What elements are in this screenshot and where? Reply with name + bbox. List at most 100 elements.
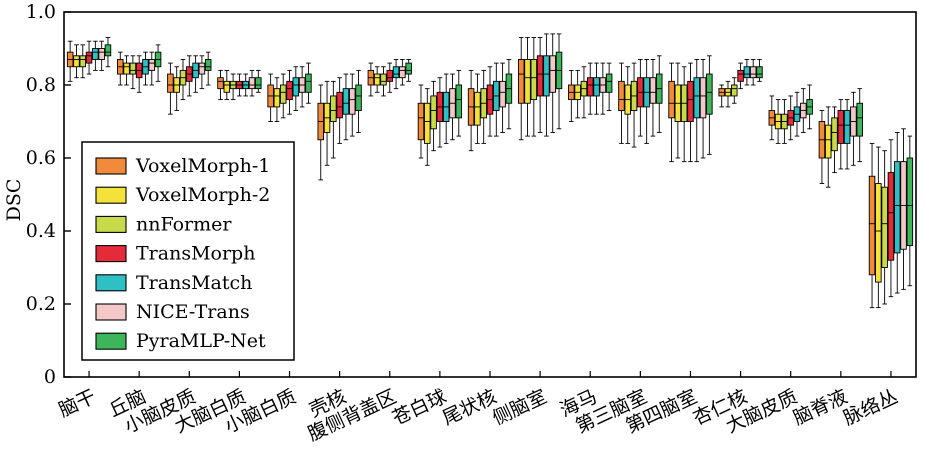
y-tick-label: 0.2 [26,293,56,315]
box-transmatch-3 [242,73,249,97]
box-nice-trans-4 [298,66,306,108]
box-nice-trans-6 [399,59,406,86]
box-transmatch-16 [893,131,901,294]
box-nnformer-12 [680,66,688,163]
box-pyramlp-net-12 [706,55,713,155]
legend-swatch [95,215,127,233]
box-transmorph-7 [436,77,444,148]
box-voxelmorph-2-9 [524,37,531,137]
box-transmatch-7 [442,73,450,144]
box-nnformer-9 [530,37,538,137]
y-tick-label: 0.8 [26,74,56,96]
box-transmorph-12 [687,62,694,163]
legend-entry: PyraMLP-Net [136,330,266,352]
box-transmorph-13 [737,62,744,90]
box-nice-trans-2 [198,55,206,90]
box-nnformer-8 [480,69,487,144]
box-voxelmorph-2-1 [123,55,130,86]
box-nice-trans-13 [749,59,757,86]
legend-entry: TransMatch [136,272,252,294]
box-voxelmorph-2-11 [624,66,632,144]
y-ticks: 0 0.2 0.4 0.6 0.8 1.0 [26,1,71,388]
box-voxelmorph-2-8 [474,73,481,144]
legend: VoxelMorph-1 VoxelMorph-2 nnFormer TransMor… [81,141,295,361]
box-transmorph-3 [236,73,243,97]
box-voxelmorph-2-5 [323,80,331,166]
box-transmatch-2 [192,55,199,93]
box-voxelmorph-1-7 [417,84,425,159]
box-transmorph-6 [386,62,394,93]
box-voxelmorph-1-13 [718,84,725,108]
box-voxelmorph-2-3 [223,69,231,101]
box-transmorph-15 [837,99,845,170]
box-transmatch-10 [593,62,600,115]
box-transmorph-11 [637,59,644,137]
box-nice-trans-3 [248,69,256,97]
box-pyramlp-net-8 [505,59,513,130]
legend-swatch [95,332,127,350]
box-voxelmorph-2-7 [424,88,431,166]
box-pyramlp-net-10 [605,62,613,112]
legend-swatch [95,157,127,175]
x-tick-label: 脑干 [55,386,99,422]
box-transmorph-8 [486,66,494,137]
box-voxelmorph-1-1 [117,51,124,86]
box-pyramlp-net-9 [555,33,563,130]
legend-entry: VoxelMorph-2 [135,184,270,206]
box-transmorph-5 [336,77,343,144]
box-transmatch-12 [693,59,701,163]
box-transmatch-4 [292,66,300,112]
box-transmatch-0 [92,40,99,71]
box-voxelmorph-1-15 [818,110,826,185]
legend-entry: nnFormer [136,213,232,235]
box-transmorph-16 [887,139,895,298]
box-nice-trans-8 [499,62,506,133]
box-voxelmorph-1-14 [768,95,776,141]
box-pyramlp-net-3 [255,69,262,93]
box-voxelmorph-1-16 [868,142,876,309]
x-tick-label: 脑脊液 [790,386,851,430]
box-nnformer-0 [79,44,87,79]
box-voxelmorph-1-2 [167,62,174,115]
x-tick-label: 侧脑室 [489,386,550,430]
box-transmorph-1 [135,55,143,93]
box-nnformer-16 [881,150,888,305]
box-pyramlp-net-15 [856,88,863,163]
x-tick-label: 脉络丛 [840,386,901,430]
y-tick-label: 1.0 [26,1,56,23]
box-transmorph-9 [536,37,544,133]
box-nice-trans-12 [699,59,707,159]
box-nice-trans-11 [649,59,657,137]
box-nice-trans-14 [800,88,807,133]
box-voxelmorph-1-9 [517,37,525,141]
box-nice-trans-9 [549,33,556,133]
box-transmatch-6 [392,59,400,90]
box-voxelmorph-2-6 [373,66,381,93]
box-nnformer-10 [580,66,588,119]
box-pyramlp-net-11 [656,55,663,133]
box-transmorph-0 [85,40,93,75]
box-pyramlp-net-5 [355,69,362,133]
box-voxelmorph-1-8 [467,69,475,152]
box-nnformer-13 [731,77,738,104]
box-pyramlp-net-16 [906,135,914,287]
box-transmatch-9 [543,33,550,137]
box-pyramlp-net-4 [305,62,312,104]
box-nice-trans-7 [449,73,456,141]
box-nice-trans-5 [348,73,356,137]
box-voxelmorph-1-12 [668,62,675,163]
box-transmatch-15 [843,99,851,170]
box-nice-trans-1 [148,51,156,86]
box-voxelmorph-1-5 [317,84,324,181]
box-pyramlp-net-1 [154,44,162,82]
y-tick-label: 0.6 [26,147,56,169]
x-tick-label: 苍白球 [389,386,450,430]
box-nnformer-15 [831,106,838,174]
box-voxelmorph-2-10 [574,69,581,119]
box-voxelmorph-2-2 [173,66,180,112]
y-tick-label: 0.4 [26,220,56,242]
box-voxelmorph-1-6 [367,62,375,97]
y-tick-label: 0 [44,366,56,388]
box-nnformer-11 [630,62,638,148]
